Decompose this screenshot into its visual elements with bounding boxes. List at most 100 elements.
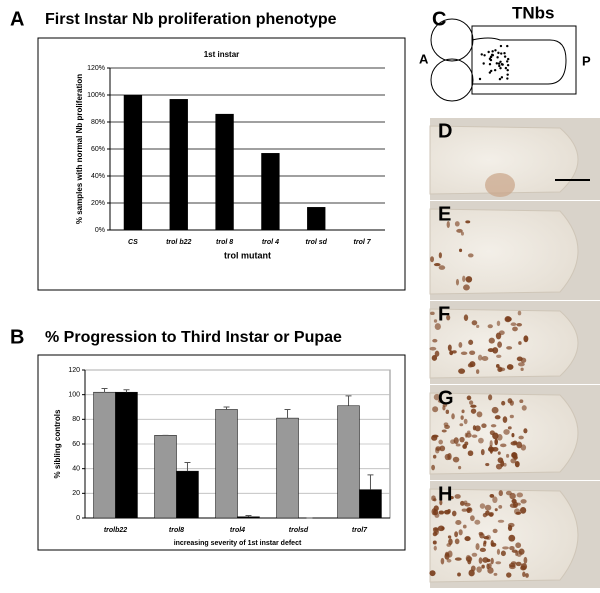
cell xyxy=(463,314,469,321)
y-tick-label: 120 xyxy=(68,367,80,374)
cell xyxy=(434,350,440,357)
cell xyxy=(437,399,444,403)
cell xyxy=(502,546,509,550)
cell xyxy=(460,351,468,356)
x-tick-label: trolsd xyxy=(289,527,309,534)
cell xyxy=(469,515,475,522)
x-tick-label: trol b22 xyxy=(166,239,191,246)
cell xyxy=(518,341,522,345)
cell xyxy=(481,564,485,569)
cell xyxy=(429,346,437,351)
dot xyxy=(501,63,504,66)
cell xyxy=(494,508,498,512)
cell xyxy=(469,350,476,356)
bar xyxy=(176,470,199,519)
y-tick-label: 40% xyxy=(91,173,105,180)
cell xyxy=(466,507,473,514)
dot xyxy=(489,55,493,59)
cell xyxy=(458,368,466,374)
cell xyxy=(471,320,478,326)
cell xyxy=(495,332,502,340)
dot xyxy=(497,62,501,65)
cell xyxy=(432,406,439,413)
cell xyxy=(506,453,510,458)
cell xyxy=(450,439,456,445)
cell xyxy=(470,565,476,572)
cell xyxy=(493,572,498,576)
cell xyxy=(511,432,515,438)
error-bar xyxy=(367,474,374,490)
cell xyxy=(438,265,446,270)
cell xyxy=(458,465,462,470)
cell xyxy=(515,561,522,567)
cell xyxy=(488,337,495,344)
cell xyxy=(500,443,507,448)
cell xyxy=(489,493,495,498)
cell xyxy=(464,432,468,438)
cell xyxy=(495,364,500,368)
cell xyxy=(497,366,503,373)
dot xyxy=(494,49,497,52)
cell xyxy=(495,561,502,565)
cell xyxy=(497,519,505,523)
chart-subtitle: 1st instar xyxy=(204,50,240,59)
cell xyxy=(476,324,480,328)
cell xyxy=(519,506,527,514)
dot xyxy=(497,51,500,55)
cell xyxy=(432,540,437,545)
x-tick-label: trol 4 xyxy=(262,239,279,246)
cell xyxy=(451,413,455,420)
cell xyxy=(508,563,516,568)
cell xyxy=(483,540,487,545)
y-tick-label: 0 xyxy=(76,515,80,522)
panel-letter: G xyxy=(438,387,454,409)
cell xyxy=(501,400,506,406)
dot xyxy=(503,51,506,55)
micrographs: D E F G H xyxy=(429,118,600,588)
dot xyxy=(498,64,501,68)
cell xyxy=(520,499,527,504)
chart-frame xyxy=(37,37,406,291)
cell xyxy=(479,547,487,553)
tissue xyxy=(429,125,579,195)
bar xyxy=(359,489,382,519)
cell xyxy=(523,335,529,343)
cell xyxy=(432,338,438,343)
cell xyxy=(449,495,454,500)
cell xyxy=(506,572,512,578)
cell xyxy=(507,398,513,404)
bar xyxy=(237,516,260,519)
cell xyxy=(438,439,443,445)
cell xyxy=(432,454,437,459)
dot xyxy=(506,73,509,76)
cell xyxy=(481,356,489,361)
cell xyxy=(460,415,464,420)
y-tick-label: 80% xyxy=(91,119,105,126)
cell xyxy=(446,314,451,321)
dot xyxy=(490,53,494,56)
cell xyxy=(486,558,491,563)
y-tick-label: 100 xyxy=(68,392,80,399)
y-tick-label: 0% xyxy=(95,227,105,234)
y-tick-label: 20% xyxy=(91,200,105,207)
cell xyxy=(509,545,515,551)
cell xyxy=(433,509,439,516)
dot xyxy=(506,57,510,61)
cell xyxy=(483,535,490,540)
cell xyxy=(454,557,462,561)
x-tick-label: CS xyxy=(128,239,138,246)
cell xyxy=(429,570,436,577)
cell xyxy=(433,393,441,401)
cell xyxy=(510,322,517,327)
cell xyxy=(487,324,493,329)
cell xyxy=(462,524,467,529)
cell xyxy=(459,423,464,427)
cell xyxy=(487,348,495,353)
bar xyxy=(215,409,238,519)
cell xyxy=(470,408,477,414)
cell xyxy=(474,519,481,525)
cell xyxy=(490,557,494,565)
bar xyxy=(115,391,138,519)
cell xyxy=(465,220,471,224)
cell xyxy=(494,415,501,420)
